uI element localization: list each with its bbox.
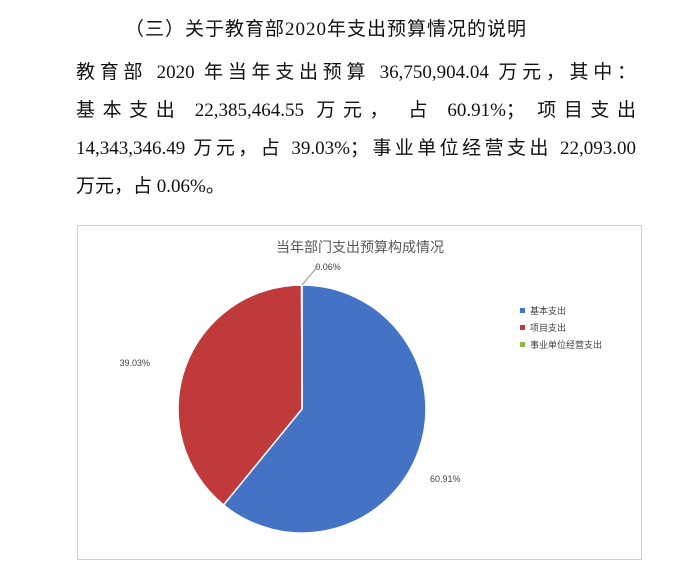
paragraph-line: 基本支出 22,385,464.55 万元， 占 60.91%； 项目支出 (76, 100, 636, 121)
paragraph-line: 万元，占 0.06%。 (76, 176, 225, 197)
chart-title: 当年部门支出预算构成情况 (276, 240, 444, 256)
legend-swatch (520, 325, 525, 330)
pie-slice (177, 284, 303, 507)
section-heading: （三）关于教育部2020年支出预算情况的说明 (125, 19, 528, 40)
legend-swatch (520, 308, 525, 313)
paragraph-line: 14,343,346.49 万元，占 39.03%；事业单位经营支出 22,09… (76, 138, 636, 159)
pie-chart-svg: 当年部门支出预算构成情况 60.91% 39.03% 0.06% 基本支出项目支出事业… (119, 240, 602, 534)
leader-line (301, 265, 319, 286)
legend-label: 基本支出 (530, 305, 566, 317)
data-label: 0.06% (315, 262, 341, 272)
data-label: 39.03% (119, 358, 150, 368)
paragraph: 教育部 2020 年当年支出预算 36,750,904.04 万元，其中： 基本… (76, 54, 636, 206)
paragraph-line: 教育部 2020 年当年支出预算 36,750,904.04 万元，其中： (76, 62, 636, 83)
legend-label: 事业单位经营支出 (530, 339, 602, 351)
pie-chart: 当年部门支出预算构成情况 60.91% 39.03% 0.06% 基本支出项目支出事业… (77, 225, 642, 560)
legend-label: 项目支出 (530, 322, 566, 334)
data-label: 60.91% (430, 474, 461, 484)
legend-swatch (520, 342, 525, 347)
pie-slice (222, 284, 427, 534)
